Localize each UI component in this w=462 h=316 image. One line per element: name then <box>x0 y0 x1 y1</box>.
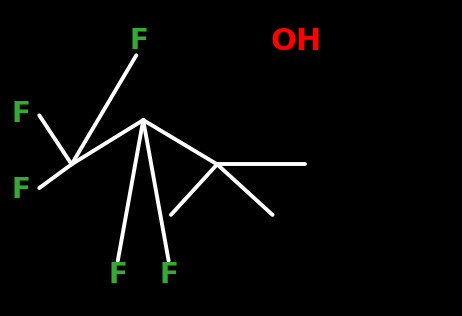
Text: F: F <box>12 176 30 204</box>
Text: OH: OH <box>270 27 321 56</box>
Text: F: F <box>129 27 148 55</box>
Text: F: F <box>109 261 127 289</box>
Text: F: F <box>12 100 30 128</box>
Text: F: F <box>159 261 178 289</box>
